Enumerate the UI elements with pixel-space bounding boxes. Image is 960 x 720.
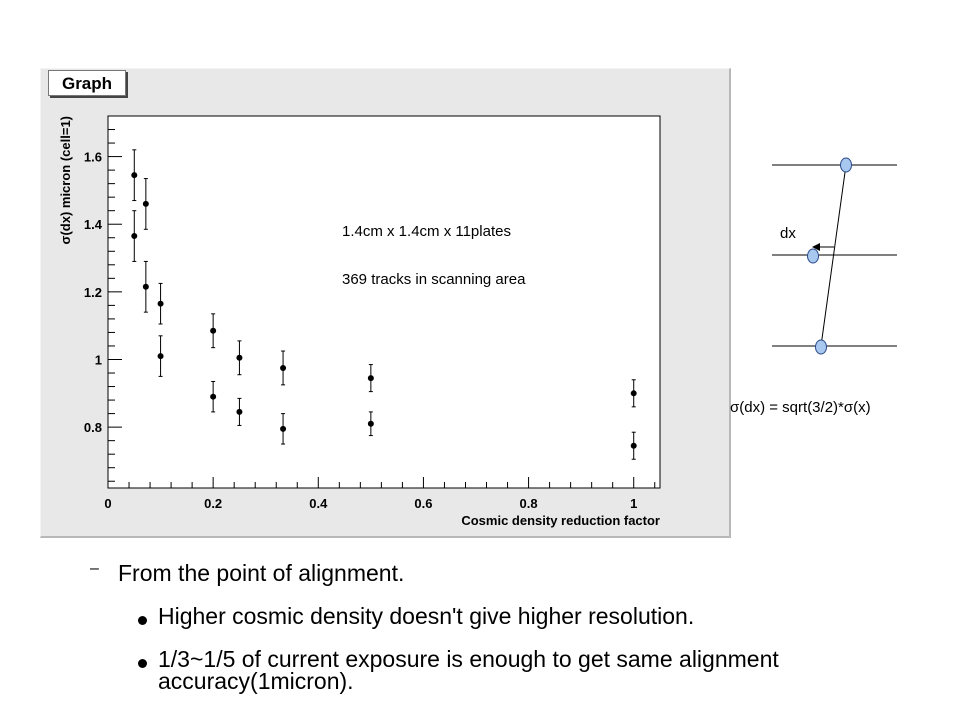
- hit-node-icon: [841, 158, 852, 172]
- bullet-dot-icon: [138, 616, 147, 625]
- dx-label: dx: [780, 225, 796, 242]
- bullet-level2-text: Higher cosmic density doesn't give highe…: [158, 605, 694, 627]
- dash-marker: –: [90, 560, 99, 578]
- hit-node-icon: [816, 340, 827, 354]
- formula-label: σ(dx) = sqrt(3/2)*σ(x): [730, 399, 871, 416]
- bullet-level1-text: From the point of alignment.: [118, 560, 404, 587]
- hit-node-icon: [808, 249, 819, 263]
- bullet-level2-text: 1/3~1/5 of current exposure is enough to…: [158, 648, 838, 692]
- bullet-dot-icon: [138, 659, 147, 668]
